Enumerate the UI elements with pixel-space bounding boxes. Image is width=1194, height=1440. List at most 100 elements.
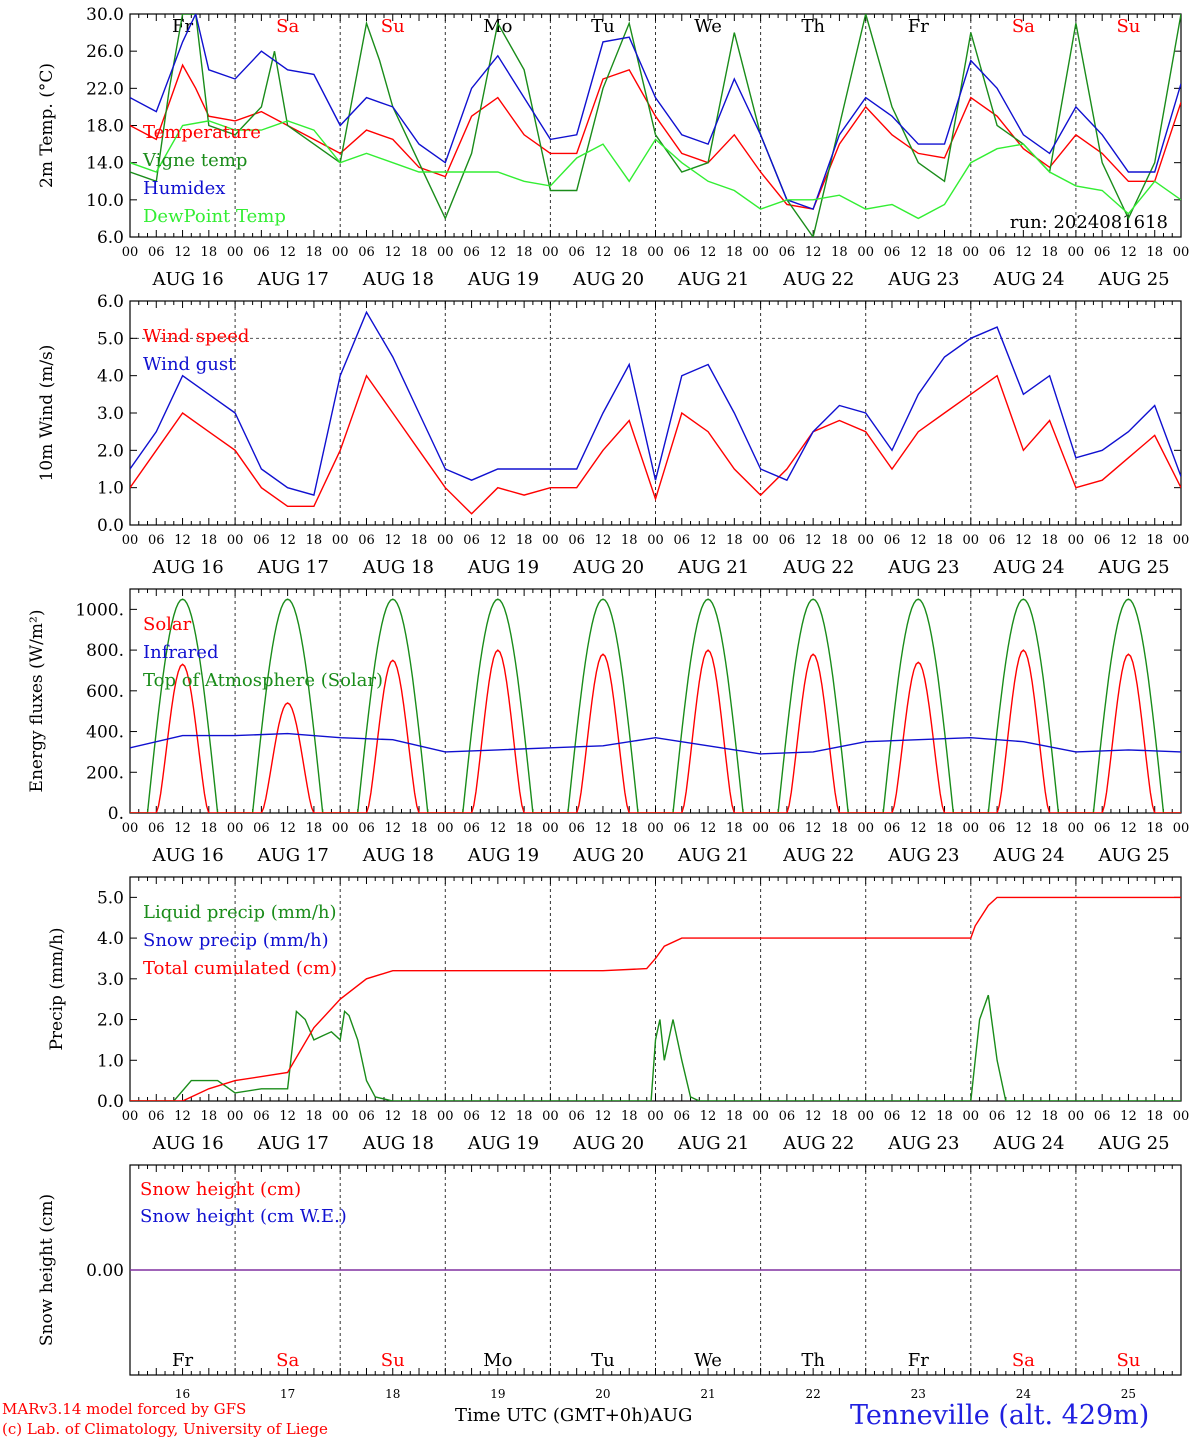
y-tick-label: 18.0: [86, 117, 124, 137]
hour-tick-label: 18: [516, 533, 533, 548]
hour-tick-label: 18: [516, 1109, 533, 1124]
hour-tick-label: 06: [989, 1109, 1006, 1124]
date-label: AUG 22: [782, 845, 854, 866]
lab-credit: (c) Lab. of Climatology, University of L…: [2, 1420, 328, 1438]
date-label: AUG 20: [572, 269, 644, 290]
weekday-label: Th: [801, 1350, 825, 1371]
hour-tick-label: 06: [674, 533, 691, 548]
date-label: AUG 24: [992, 845, 1064, 866]
panel-temp: 6.0 10.0 14.0 18.0 22.0 26.0 30.0 2m Temp. (°C)…: [37, 5, 1189, 290]
date-label: AUG 23: [887, 845, 959, 866]
hour-tick-label: 12: [490, 821, 507, 836]
hour-tick-label: 00: [227, 245, 244, 260]
hour-tick-label: 18: [621, 1109, 638, 1124]
hour-tick-label: 00: [963, 821, 980, 836]
series-line-top-of-atmosphere-solar-: [130, 598, 1181, 813]
weekday-label: Sa: [1012, 16, 1035, 37]
hour-tick-label: 06: [884, 533, 901, 548]
y-tick-label: 26.0: [86, 42, 124, 62]
hour-tick-label: 18: [1041, 821, 1058, 836]
hour-tick-label: 00: [122, 533, 139, 548]
date-label: AUG 19: [467, 269, 539, 290]
hour-tick-label: 18: [936, 533, 953, 548]
hour-tick-label: 12: [279, 821, 296, 836]
series-line-temperature: [130, 63, 1181, 210]
hour-tick-label: 18: [411, 245, 428, 260]
hour-tick-label: 12: [1120, 533, 1137, 548]
y-tick-label: 6.0: [97, 292, 124, 312]
x-axis-title: Time UTC (GMT+0h)AUG: [455, 1405, 692, 1426]
weekday-label: Tu: [591, 1350, 615, 1371]
hour-tick-label: 00: [963, 1109, 980, 1124]
hour-tick-label: 06: [1094, 1109, 1111, 1124]
date-label: AUG 18: [362, 1133, 434, 1154]
hour-tick-label: 12: [910, 821, 927, 836]
hour-tick-label: 18: [1041, 245, 1058, 260]
hour-tick-label: 00: [857, 245, 874, 260]
hour-tick-label: 18: [726, 533, 743, 548]
hour-tick-label: 06: [253, 821, 270, 836]
hour-tick-label: 06: [884, 245, 901, 260]
hour-tick-label: 12: [1120, 821, 1137, 836]
date-label: AUG 21: [677, 845, 749, 866]
hour-tick-label: 18: [831, 533, 848, 548]
date-label: AUG 20: [572, 557, 644, 578]
panel-energy: 0. 200. 400. 600. 800. 1000. Energy fluxes (W/…: [27, 588, 1190, 866]
y-tick-label: 5.0: [97, 329, 124, 349]
series-line-infrared: [130, 732, 1181, 755]
hour-tick-label: 12: [910, 533, 927, 548]
hour-tick-label: 12: [700, 1109, 717, 1124]
y-tick-label: 3.0: [97, 404, 124, 424]
legend-entry: Wind speed: [143, 326, 249, 347]
hour-tick-label: 18: [831, 821, 848, 836]
y-tick-label: 5.0: [97, 888, 124, 908]
date-label: AUG 22: [782, 557, 854, 578]
hour-tick-label: 12: [805, 821, 822, 836]
hour-tick-label: 00: [542, 533, 559, 548]
date-label: AUG 21: [677, 557, 749, 578]
hour-tick-label: 18: [516, 821, 533, 836]
hour-tick-label: 12: [700, 821, 717, 836]
hour-tick-label: 00: [1173, 821, 1190, 836]
hour-tick-label: 12: [805, 533, 822, 548]
y-axis-label: 10m Wind (m/s): [37, 345, 57, 482]
weekday-label: Su: [1116, 16, 1140, 37]
series-group: [130, 598, 1181, 813]
hour-tick-label: 00: [647, 245, 664, 260]
y-axis-label: Precip (mm/h): [47, 927, 67, 1050]
hour-tick-label: 18: [306, 533, 323, 548]
hour-tick-label: 00: [332, 533, 349, 548]
hour-tick-label: 12: [174, 245, 191, 260]
y-tick-label: 4.0: [97, 367, 124, 387]
date-label: AUG 19: [467, 557, 539, 578]
hour-tick-label: 00: [857, 821, 874, 836]
hour-tick-label: 12: [700, 245, 717, 260]
hour-tick-label: 00: [1173, 1109, 1190, 1124]
hour-tick-label: 18: [1041, 1109, 1058, 1124]
date-label: AUG 24: [992, 557, 1064, 578]
hour-tick-label: 06: [358, 1109, 375, 1124]
weekday-label: Fr: [908, 16, 929, 37]
run-label: run: 2024081618: [1010, 212, 1168, 233]
hour-tick-label: 12: [1015, 245, 1032, 260]
x-axis-title-text: Time UTC (GMT+0h): [455, 1405, 650, 1426]
legend-entry: Temperature: [143, 122, 261, 143]
date-label: AUG 25: [1097, 845, 1169, 866]
hour-tick-label: 06: [1094, 533, 1111, 548]
hour-tick-label: 18: [726, 821, 743, 836]
hour-tick-label: 12: [279, 245, 296, 260]
hour-tick-label: 06: [463, 245, 480, 260]
hour-tick-label: 00: [963, 245, 980, 260]
hour-tick-label: 00: [752, 1109, 769, 1124]
day-number-label: 17: [280, 1387, 295, 1401]
hour-tick-label: 18: [936, 245, 953, 260]
series-line-humidex: [130, 14, 1181, 210]
hour-tick-label: 18: [831, 1109, 848, 1124]
hour-tick-label: 06: [568, 1109, 585, 1124]
legend-entry: Total cumulated (cm): [143, 958, 337, 979]
date-label: AUG 18: [362, 557, 434, 578]
hour-tick-label: 18: [411, 1109, 428, 1124]
hour-tick-label: 18: [411, 533, 428, 548]
hour-tick-label: 18: [1146, 821, 1163, 836]
hour-tick-label: 06: [148, 821, 165, 836]
